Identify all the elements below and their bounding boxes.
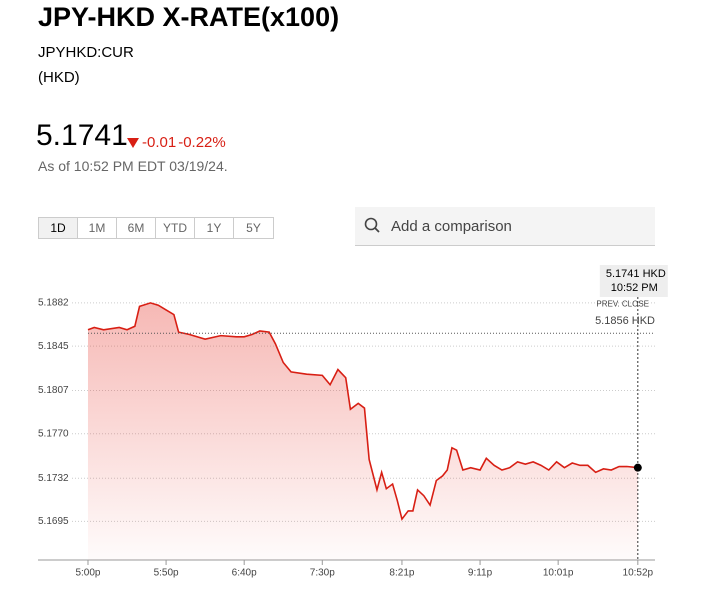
tooltip-box	[599, 265, 668, 297]
price: 5.1741	[36, 119, 128, 152]
x-tick-label: 10:52p	[623, 568, 654, 579]
y-tick-label: 5.1770	[38, 428, 69, 439]
x-tick-label: 8:21p	[389, 568, 414, 579]
range-button[interactable]: 5Y	[246, 221, 261, 235]
title: JPY-HKD X-RATE(x100)	[38, 2, 340, 32]
range-button[interactable]: 1M	[78, 218, 117, 238]
x-tick-label: 5:00p	[75, 568, 100, 579]
search-icon	[364, 217, 380, 233]
change: -0.01 -0.22%	[126, 134, 226, 151]
range-button[interactable]: 1Y	[195, 218, 234, 238]
tooltip-value: 5.1741 HKD	[606, 268, 666, 280]
range-button[interactable]: 6M	[117, 218, 156, 238]
currency: (HKD)	[38, 69, 80, 86]
last-point	[633, 463, 642, 472]
range-button[interactable]: YTD	[156, 218, 195, 238]
y-tick-label: 5.1882	[38, 298, 69, 309]
x-tick-label: 7:30p	[310, 568, 335, 579]
y-tick-label: 5.1732	[38, 473, 69, 484]
y-tick-label: 5.1845	[38, 341, 69, 352]
x-tick-label: 9:11p	[468, 568, 493, 579]
x-tick-label: 10:01p	[543, 568, 574, 579]
change-value: -0.01	[142, 134, 177, 151]
as-of: As of 10:52 PM EDT 03/19/24.	[38, 158, 228, 174]
tooltip-time: 10:52 PM	[611, 282, 658, 294]
change-percent: -0.22%	[178, 134, 226, 151]
y-tick-label: 5.1695	[38, 516, 69, 527]
search-placeholder: Add a comparison	[391, 217, 512, 235]
prev-close-value: 5.1856 HKD	[595, 315, 655, 327]
search-box[interactable]: Add a comparison	[355, 207, 655, 246]
prev-close-label: PREV. CLOSE	[596, 299, 649, 308]
price-line	[87, 302, 638, 521]
y-tick-label: 5.1807	[38, 385, 69, 396]
ticker: JPYHKD:CUR	[38, 44, 134, 61]
range-buttons: 1D 1M 6M YTD 1Y 5Y	[38, 217, 274, 239]
x-tick-label: 6:40p	[232, 568, 257, 579]
range-button[interactable]: 1D	[39, 218, 78, 238]
down-arrow	[127, 137, 139, 148]
area	[87, 302, 638, 560]
x-tick-label: 5:50p	[154, 568, 179, 579]
